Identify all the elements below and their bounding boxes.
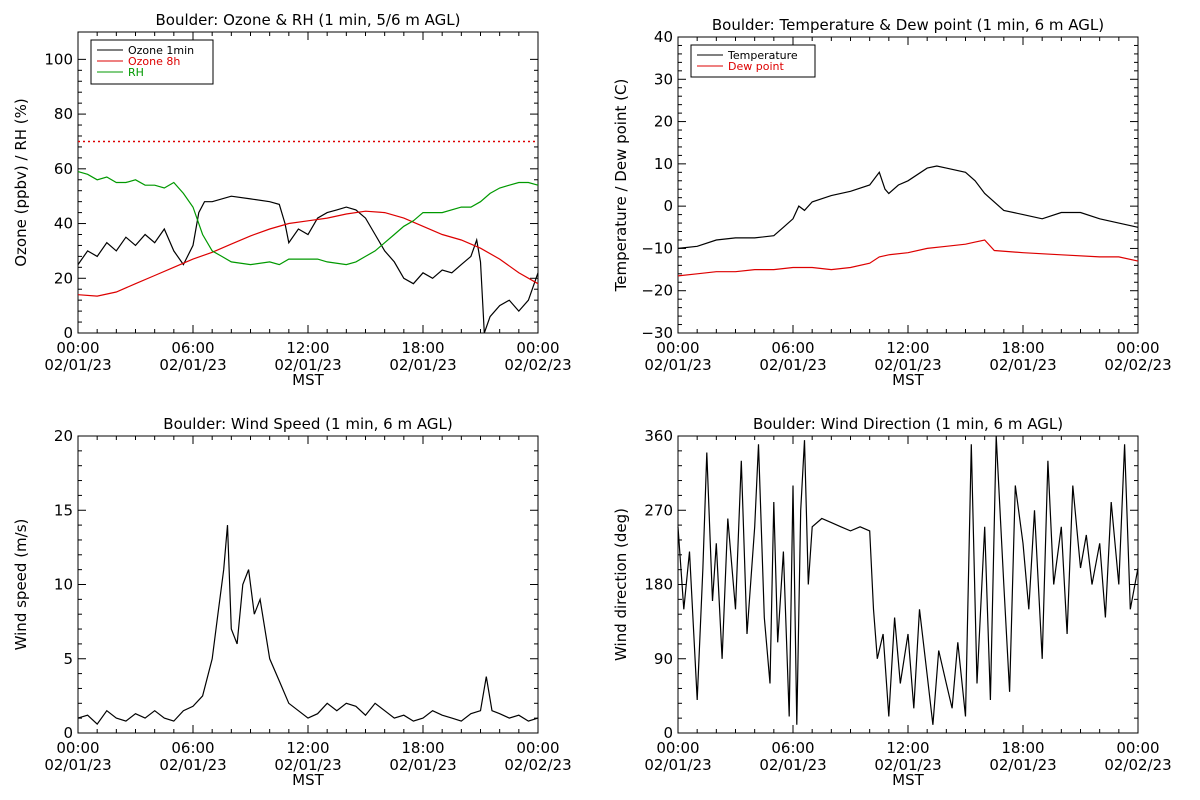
legend-label: Temperature (727, 49, 798, 62)
series-line-ozone-8h (77, 210, 539, 297)
y-tick-label: 0 (663, 197, 673, 215)
x-tick-time: 00:00 (1116, 339, 1159, 357)
x-tick-date: 02/01/23 (644, 356, 711, 374)
x-tick-time: 00:00 (656, 739, 699, 757)
chart-panel-2: Boulder: Temperature & Dew point (1 min,… (612, 16, 1172, 389)
x-tick-date: 02/02/23 (1104, 756, 1171, 774)
y-axis-label: Wind direction (deg) (612, 508, 630, 661)
y-tick-label: 40 (654, 28, 673, 46)
x-tick-date: 02/02/23 (504, 756, 571, 774)
series-line-temperature (677, 165, 1139, 249)
x-tick-date: 02/01/23 (874, 356, 941, 374)
x-tick-date: 02/01/23 (989, 356, 1056, 374)
x-tick-date: 02/01/23 (989, 756, 1056, 774)
x-tick-date: 02/01/23 (644, 756, 711, 774)
y-tick-label: 0 (63, 724, 73, 742)
x-tick-date: 02/01/23 (874, 756, 941, 774)
x-tick-time: 18:00 (401, 739, 444, 757)
legend-label: RH (128, 66, 144, 79)
x-tick-date: 02/01/23 (44, 356, 111, 374)
x-tick-time: 00:00 (56, 339, 99, 357)
y-axis-label: Temperature / Dew point (C) (612, 79, 630, 293)
y-tick-label: 180 (644, 576, 673, 594)
x-tick-time: 00:00 (516, 739, 559, 757)
y-tick-label: 40 (54, 215, 73, 233)
x-tick-date: 02/01/23 (159, 756, 226, 774)
x-tick-time: 06:00 (771, 739, 814, 757)
plot-frame (77, 435, 539, 734)
y-axis-label: Ozone (ppbv) / RH (%) (12, 98, 30, 267)
x-tick-date: 02/01/23 (389, 756, 456, 774)
y-tick-label: 360 (644, 427, 673, 445)
y-tick-label: 30 (654, 70, 673, 88)
x-tick-date: 02/01/23 (389, 356, 456, 374)
y-tick-label: 5 (63, 650, 73, 668)
y-tick-label: 80 (54, 105, 73, 123)
series-line-1 (77, 525, 539, 726)
x-tick-time: 06:00 (171, 339, 214, 357)
x-tick-time: 18:00 (401, 339, 444, 357)
x-tick-time: 12:00 (886, 739, 929, 757)
chart-panel-4: Boulder: Wind Direction (1 min, 6 m AGL)… (612, 415, 1172, 789)
y-axis-label: Wind speed (m/s) (12, 519, 30, 651)
y-tick-label: 10 (54, 576, 73, 594)
x-tick-time: 12:00 (286, 339, 329, 357)
x-tick-date: 02/01/23 (44, 756, 111, 774)
y-tick-label: 15 (54, 501, 73, 519)
plot-frame (677, 36, 1139, 334)
chart-title: Boulder: Temperature & Dew point (1 min,… (712, 16, 1104, 34)
y-tick-label: 90 (654, 650, 673, 668)
x-axis-label: MST (292, 771, 324, 789)
y-tick-label: 100 (44, 50, 73, 68)
y-tick-label: 0 (663, 724, 673, 742)
chart-title: Boulder: Ozone & RH (1 min, 5/6 m AGL) (155, 11, 460, 29)
chart-panel-3: Boulder: Wind Speed (1 min, 6 m AGL) 0 5 10… (12, 415, 572, 789)
y-tick-label: 270 (644, 501, 673, 519)
x-axis-label: MST (292, 371, 324, 389)
legend-box (690, 44, 816, 78)
series-line-ozone-1min (77, 195, 539, 334)
legend-box (90, 39, 214, 85)
y-tick-label: 60 (54, 160, 73, 178)
y-tick-label: −20 (641, 282, 673, 300)
y-tick-label: 20 (654, 113, 673, 131)
x-tick-time: 06:00 (171, 739, 214, 757)
y-tick-label: 20 (54, 269, 73, 287)
x-tick-date: 02/01/23 (274, 356, 341, 374)
x-tick-time: 12:00 (886, 339, 929, 357)
x-tick-time: 00:00 (1116, 739, 1159, 757)
legend-label: Dew point (728, 60, 784, 73)
y-tick-label: 20 (54, 427, 73, 445)
x-tick-time: 06:00 (771, 339, 814, 357)
x-tick-date: 02/01/23 (759, 756, 826, 774)
x-tick-time: 18:00 (1001, 739, 1044, 757)
x-tick-date: 02/01/23 (159, 356, 226, 374)
x-tick-time: 00:00 (516, 339, 559, 357)
x-tick-time: 00:00 (656, 339, 699, 357)
y-tick-label: 10 (654, 155, 673, 173)
x-tick-date: 02/01/23 (759, 356, 826, 374)
x-tick-date: 02/01/23 (274, 756, 341, 774)
x-tick-date: 02/02/23 (1104, 356, 1171, 374)
x-tick-date: 02/02/23 (504, 356, 571, 374)
series-line-rh (77, 171, 539, 266)
chart-panel-1: Boulder: Ozone & RH (1 min, 5/6 m AGL)02… (12, 11, 572, 389)
y-tick-label: 0 (63, 324, 73, 342)
x-tick-time: 00:00 (56, 739, 99, 757)
chart-title: Boulder: Wind Direction (1 min, 6 m AGL) (753, 415, 1063, 433)
legend-label: Ozone 8h (128, 55, 180, 68)
y-tick-label: −30 (641, 324, 673, 342)
legend-label: Ozone 1min (128, 44, 194, 57)
x-tick-time: 12:00 (286, 739, 329, 757)
x-axis-label: MST (892, 771, 924, 789)
series-line-1 (677, 435, 1139, 725)
chart-title: Boulder: Wind Speed (1 min, 6 m AGL) (163, 415, 452, 433)
x-tick-time: 18:00 (1001, 339, 1044, 357)
x-axis-label: MST (892, 371, 924, 389)
y-tick-label: −10 (641, 239, 673, 257)
series-line-dew-point (677, 239, 1139, 277)
